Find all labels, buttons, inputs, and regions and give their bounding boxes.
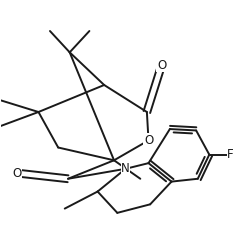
Text: N: N [121,162,130,175]
Text: O: O [144,134,153,147]
Text: O: O [157,59,166,72]
Text: O: O [12,166,22,180]
Text: F: F [227,148,234,161]
